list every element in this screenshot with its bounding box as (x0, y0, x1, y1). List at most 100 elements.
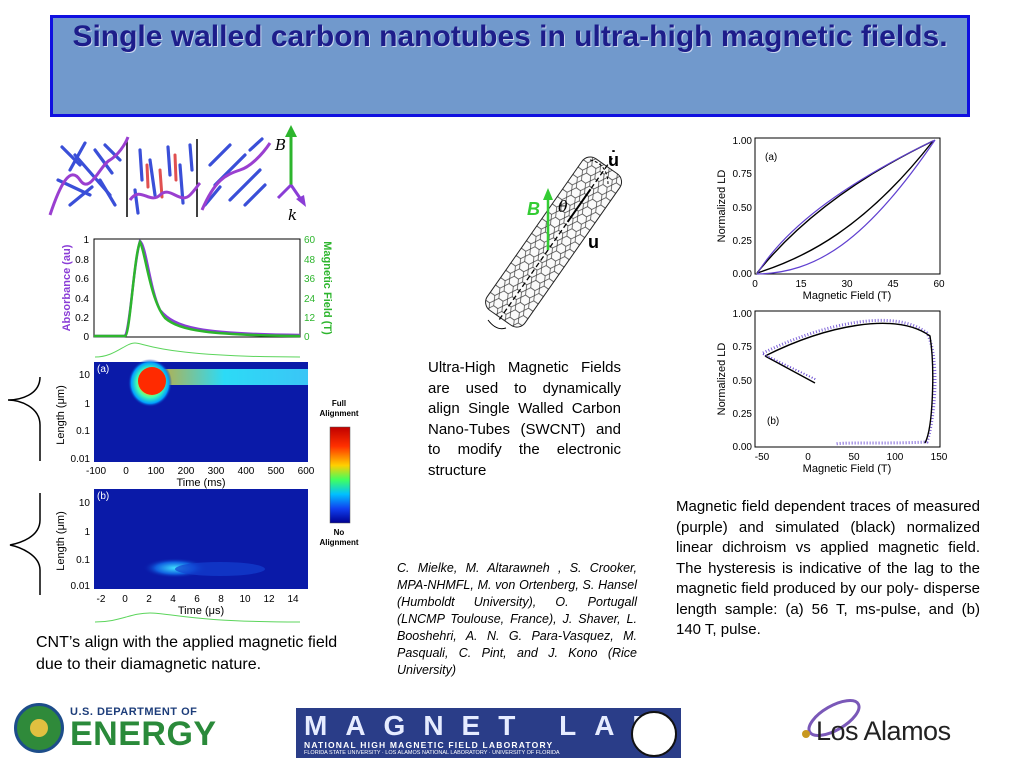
alignment-colorbar: Full Alignment No Alignment (319, 399, 358, 547)
svg-text:0.00: 0.00 (733, 442, 753, 453)
svg-text:30: 30 (841, 279, 853, 290)
svg-text:No: No (334, 528, 345, 537)
svg-text:600: 600 (298, 466, 315, 477)
svg-text:300: 300 (208, 466, 225, 477)
svg-text:0.4: 0.4 (75, 294, 89, 305)
svg-text:1.00: 1.00 (733, 309, 753, 320)
svg-text:Alignment: Alignment (319, 409, 358, 418)
right-charts: (a) 1.00 0.75 0.50 0.25 0.00 0 15 30 45 … (716, 136, 948, 475)
vector-b-label: B (274, 136, 286, 154)
svg-text:0.6: 0.6 (75, 274, 89, 285)
svg-text:0.75: 0.75 (733, 169, 753, 180)
svg-text:10: 10 (239, 594, 251, 605)
svg-text:2: 2 (146, 594, 152, 605)
magnet-lab-emblem-icon (631, 711, 677, 757)
theta-label: θ (558, 197, 568, 216)
los-alamos-text: Los Alamos (816, 716, 951, 746)
magnetic-field-axis-label: Magnetic Field (T) (321, 241, 333, 335)
credits: C. Mielke, M. Altarawneh , S. Crooker, M… (397, 561, 637, 677)
svg-text:-100: -100 (86, 466, 106, 477)
svg-text:0.1: 0.1 (76, 426, 90, 437)
svg-text:Normalized LD: Normalized LD (716, 343, 728, 416)
magnet-lab-title: MAGNET LAB (304, 710, 671, 741)
svg-text:100: 100 (887, 452, 904, 463)
middle-caption: Ultra-High Magnetic Fields are used to d… (428, 359, 621, 479)
svg-text:-50: -50 (755, 452, 770, 463)
svg-text:1: 1 (84, 399, 90, 410)
svg-text:10: 10 (79, 370, 91, 381)
field-trace (94, 239, 301, 338)
svg-text:0: 0 (122, 594, 128, 605)
svg-text:0: 0 (83, 332, 89, 343)
svg-text:0.50: 0.50 (733, 203, 753, 214)
svg-text:Magnetic Field (T): Magnetic Field (T) (803, 463, 892, 475)
right-caption: Magnetic field dependent traces of measu… (676, 498, 980, 638)
svg-text:0: 0 (304, 332, 310, 343)
svg-text:60: 60 (304, 235, 316, 246)
heatmap-b-xlabel: Time (μs) (178, 605, 224, 617)
pulse-right-ticks: 60 48 36 24 12 0 (304, 235, 316, 343)
svg-text:1: 1 (83, 235, 89, 246)
magnet-lab-logo: MAGNET LAB NATIONAL HIGH MAGNETIC FIELD … (296, 708, 681, 758)
los-alamos-orbit-icon (802, 699, 861, 738)
pulse-left-ticks: 1 0.8 0.6 0.4 0.2 0 (75, 235, 89, 343)
heatmap-a-panel-label: (a) (97, 364, 109, 375)
udot-label: u̇ (608, 149, 619, 170)
svg-text:0.00: 0.00 (733, 269, 753, 280)
svg-text:150: 150 (931, 452, 948, 463)
doe-line1: U.S. DEPARTMENT OF (70, 706, 198, 718)
svg-text:0.50: 0.50 (733, 376, 753, 387)
svg-text:50: 50 (848, 452, 860, 463)
svg-text:15: 15 (795, 279, 807, 290)
svg-text:36: 36 (304, 274, 316, 285)
svg-text:Normalized LD: Normalized LD (716, 170, 728, 243)
svg-text:Alignment: Alignment (319, 538, 358, 547)
svg-text:4: 4 (170, 594, 176, 605)
svg-text:(a): (a) (765, 152, 777, 163)
heatmap-a-xlabel: Time (ms) (176, 477, 225, 489)
svg-text:0: 0 (752, 279, 758, 290)
svg-text:200: 200 (178, 466, 195, 477)
pulse-chart: 1 0.8 0.6 0.4 0.2 0 60 48 36 24 12 0 Abs… (61, 235, 333, 358)
slide-title: Single walled carbon nanotubes in ultra-… (72, 20, 948, 53)
svg-text:6: 6 (194, 594, 200, 605)
vector-k-label: k (288, 206, 297, 224)
svg-text:0: 0 (123, 466, 129, 477)
svg-text:0.75: 0.75 (733, 342, 753, 353)
svg-text:0.25: 0.25 (733, 409, 753, 420)
nanotube-figure: B θ u u̇ (485, 149, 623, 330)
magnet-lab-universities: FLORIDA STATE UNIVERSITY · LOS ALAMOS NA… (304, 750, 560, 756)
left-figure: B k 1 0.8 0.6 0.4 0.2 0 60 48 36 24 12 0… (7, 125, 359, 623)
nanotube-b-label: B (527, 199, 540, 219)
svg-text:0.01: 0.01 (71, 454, 91, 465)
ld-chart-a: (a) 1.00 0.75 0.50 0.25 0.00 0 15 30 45 … (716, 136, 945, 302)
doe-seal-icon (14, 703, 64, 753)
svg-text:14: 14 (287, 594, 299, 605)
svg-text:24: 24 (304, 294, 316, 305)
svg-text:8: 8 (218, 594, 224, 605)
absorbance-axis-label: Absorbance (au) (61, 244, 73, 331)
svg-text:45: 45 (887, 279, 899, 290)
heatmap-b-ylabel: Length (μm) (55, 511, 67, 571)
svg-text:60: 60 (933, 279, 945, 290)
svg-text:48: 48 (304, 255, 316, 266)
svg-text:1: 1 (84, 527, 90, 538)
magnet-lab-subtitle: NATIONAL HIGH MAGNETIC FIELD LABORATORY (304, 740, 554, 750)
svg-text:10: 10 (79, 498, 91, 509)
svg-text:-2: -2 (97, 594, 106, 605)
svg-text:0.8: 0.8 (75, 255, 89, 266)
heatmap-b-panel-label: (b) (97, 491, 109, 502)
svg-text:0: 0 (805, 452, 811, 463)
svg-text:400: 400 (238, 466, 255, 477)
svg-text:100: 100 (148, 466, 165, 477)
svg-text:500: 500 (268, 466, 285, 477)
svg-text:0.25: 0.25 (733, 236, 753, 247)
svg-text:Magnetic Field (T): Magnetic Field (T) (803, 290, 892, 302)
doe-line2: ENERGY (70, 715, 217, 753)
svg-text:12: 12 (304, 313, 316, 324)
ld-chart-b: (b) 1.00 0.75 0.50 0.25 0.00 -50 0 50 10… (716, 309, 948, 475)
svg-text:0.2: 0.2 (75, 313, 89, 324)
svg-text:12: 12 (263, 594, 275, 605)
doe-logo: U.S. DEPARTMENT OF ENERGY (14, 703, 224, 755)
u-label: u (588, 232, 599, 252)
